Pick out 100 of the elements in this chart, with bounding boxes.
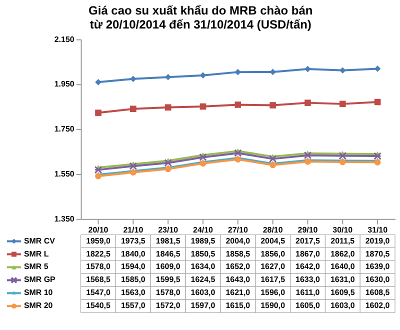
x-tick-label: 20/10: [88, 225, 109, 234]
y-tick-label: 2.150: [54, 34, 75, 44]
data-label: 2004,5: [260, 236, 286, 246]
y-tick-label: 1.750: [54, 124, 75, 134]
data-label: 1590,0: [260, 301, 286, 310]
point: [374, 98, 381, 106]
data-label: 1597,0: [190, 301, 216, 310]
data-label: 1603,0: [330, 301, 356, 310]
data-label: 1627,0: [260, 262, 286, 272]
data-label: 1594,0: [120, 262, 146, 272]
data-label: 1611,0: [296, 288, 320, 298]
data-label: 1621,0: [226, 288, 251, 298]
data-label: 1602,0: [365, 301, 390, 310]
data-label: 1609,0: [156, 262, 181, 272]
point: [338, 152, 347, 160]
point: [200, 72, 206, 78]
data-label: 2011,5: [330, 236, 356, 246]
x-tick-label: 24/10: [193, 225, 214, 234]
x-tick-label: 23/10: [158, 225, 179, 234]
legend-label: SMR 5: [24, 262, 49, 272]
data-label: 1596,0: [260, 288, 286, 298]
point: [130, 76, 136, 82]
data-label: 1862,0: [330, 249, 356, 258]
data-label: 1617,5: [260, 275, 286, 284]
data-label: 1870,5: [365, 249, 390, 258]
data-label: 1840,0: [120, 249, 146, 258]
data-label: 1603,0: [190, 288, 216, 298]
point: [304, 100, 311, 106]
point: [200, 103, 206, 110]
point: [95, 79, 102, 86]
data-label: 1973,5: [120, 236, 146, 246]
x-tick-label: 27/10: [228, 225, 248, 234]
data-label: 1547,0: [86, 288, 112, 298]
data-label: 1633,0: [296, 275, 320, 284]
data-label: 1867,0: [296, 249, 320, 258]
legend-label: SMR CV: [24, 236, 56, 246]
data-label: 1989,5: [190, 236, 216, 246]
point: [164, 104, 172, 111]
point: [270, 102, 276, 108]
legend-label: SMR GP: [24, 275, 56, 284]
data-label: 1850,5: [190, 249, 216, 258]
data-label: 1642,0: [296, 262, 320, 272]
legend-label: SMR 10: [24, 288, 54, 298]
data-label: 1959,0: [86, 236, 112, 246]
point: [129, 162, 138, 170]
x-tick-label: 28/10: [262, 225, 284, 234]
point: [339, 100, 346, 108]
data-label: 1981,5: [156, 236, 181, 246]
data-label: 1822,5: [86, 249, 112, 258]
point: [164, 74, 172, 80]
data-label: 1563,0: [120, 288, 146, 298]
data-label: 1557,0: [120, 301, 146, 310]
data-label: 1846,5: [156, 249, 181, 258]
data-label: 1585,0: [120, 275, 146, 284]
point: [234, 102, 242, 108]
data-label: 2017,5: [296, 236, 320, 246]
legend-label: SMR 20: [24, 301, 54, 310]
point: [268, 154, 277, 163]
point: [234, 149, 242, 157]
data-label: 1634,0: [190, 262, 216, 272]
data-label: 1609,5: [330, 288, 356, 298]
data-label: 2004,0: [226, 236, 251, 246]
x-tick-label: 21/10: [123, 225, 144, 234]
y-tick-label: 1.550: [54, 169, 75, 178]
data-label: 1578,0: [156, 288, 181, 298]
point: [95, 110, 102, 116]
point: [234, 68, 242, 76]
data-label: 1624,5: [190, 275, 216, 284]
x-tick-label: 31/10: [368, 225, 388, 234]
x-tick-label: 30/10: [332, 225, 354, 234]
point: [164, 158, 172, 167]
data-label: 1568,5: [86, 275, 112, 284]
data-label: 1630,0: [365, 275, 390, 284]
point: [304, 151, 312, 160]
data-label: 1572,0: [156, 301, 181, 310]
x-tick-label: 29/10: [298, 225, 318, 234]
point: [199, 153, 207, 162]
data-label: 1652,0: [226, 262, 251, 272]
point: [374, 66, 381, 72]
data-label: 1578,0: [86, 262, 112, 272]
y-tick-label: 1.350: [54, 214, 75, 224]
data-label: 1608,5: [365, 288, 390, 298]
point: [270, 68, 276, 76]
data-label: 1858,5: [226, 249, 251, 258]
data-label: 1605,0: [296, 301, 320, 310]
data-label: 1615,0: [226, 301, 251, 310]
data-label: 1643,0: [226, 275, 251, 284]
data-label: 1540,5: [86, 301, 112, 310]
data-label: 2019,0: [365, 236, 390, 246]
legend-label: SMR L: [24, 249, 49, 258]
data-label: 1631,0: [330, 275, 356, 284]
data-label: 1639,0: [365, 262, 390, 272]
point: [130, 106, 136, 112]
data-label: 1856,0: [260, 249, 286, 258]
point: [339, 67, 346, 74]
data-label: 1640,0: [330, 262, 356, 272]
y-tick-label: 1.950: [54, 80, 75, 89]
point: [304, 66, 311, 72]
data-label: 1599,5: [156, 275, 181, 284]
chart-title: Giá cao su xuất khẩu do MRB chào bán từ 20/10/2014 đến 31/10/2014 (USD/tấn): [88, 3, 313, 32]
